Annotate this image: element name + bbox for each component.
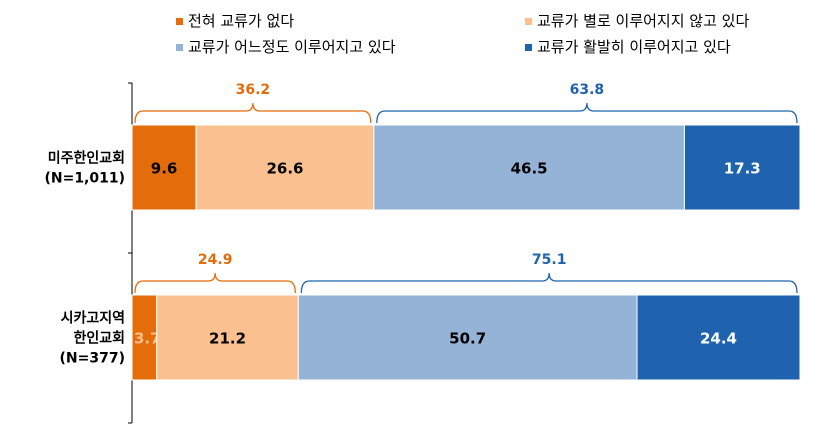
data-label-1-2: 26.6 [266, 160, 303, 178]
data-label-2-1: 3.7 [134, 330, 161, 348]
legend-label-4: 교류가 활발히 이루어지고 있다 [537, 38, 731, 56]
legend-swatch-2 [525, 18, 532, 25]
legend-label-3: 교류가 어느정도 이루어지고 있다 [188, 38, 396, 56]
bracket-3 [134, 272, 296, 294]
data-label-2-4: 24.4 [700, 330, 737, 348]
bracket-label-1: 36.2 [236, 82, 271, 98]
category-label-2: 시카고지역 한인교회 (N=377) [60, 310, 125, 367]
data-label-1-1: 9.6 [151, 160, 178, 178]
bar-segment-1-2 [195, 124, 375, 211]
bracket-label-4: 75.1 [532, 252, 567, 268]
bar-segment-1-4 [683, 124, 801, 211]
bracket-label-3: 24.9 [198, 252, 233, 268]
data-label-2-3: 50.7 [449, 330, 486, 348]
data-label-1-3: 46.5 [511, 160, 548, 178]
legend-swatch-3 [176, 44, 183, 51]
category-label-1: 미주한인교회 (N=1,011) [44, 150, 125, 187]
bracket-label-2: 63.8 [570, 82, 605, 98]
bracket-1 [134, 102, 372, 124]
bar-segment-2-3 [297, 294, 638, 381]
legend-label-2: 교류가 별로 이루어지지 않고 있다 [537, 12, 749, 30]
legend-swatch-4 [525, 44, 532, 51]
bar-segment-2-2 [156, 294, 299, 381]
bar-segment-2-4 [636, 294, 801, 381]
legend-swatch-1 [176, 18, 183, 25]
bracket-4 [300, 272, 798, 294]
bar-segment-1-3 [373, 124, 685, 211]
data-label-2-2: 21.2 [209, 330, 246, 348]
legend-label-1: 전혀 교류가 없다 [188, 12, 294, 30]
bar-segment-1-1 [131, 124, 197, 211]
bracket-2 [376, 102, 798, 124]
data-label-1-4: 17.3 [724, 160, 761, 178]
